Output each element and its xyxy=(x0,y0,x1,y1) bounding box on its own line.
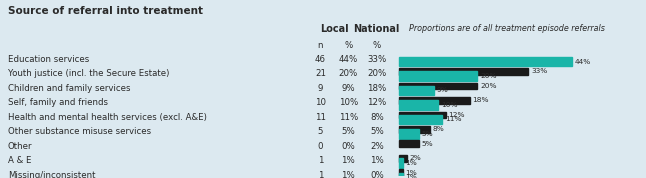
Text: 1: 1 xyxy=(318,171,323,178)
Text: 5: 5 xyxy=(318,127,323,136)
Text: A & E: A & E xyxy=(8,156,31,165)
Text: n: n xyxy=(318,41,323,50)
Text: 12%: 12% xyxy=(448,112,465,118)
Text: Other substance misuse services: Other substance misuse services xyxy=(8,127,151,136)
Text: Missing/inconsistent: Missing/inconsistent xyxy=(8,171,95,178)
Text: 2%: 2% xyxy=(410,155,421,161)
Text: Education services: Education services xyxy=(8,55,89,64)
Text: 33%: 33% xyxy=(531,68,547,74)
Text: Self, family and friends: Self, family and friends xyxy=(8,98,108,107)
Bar xyxy=(399,97,470,104)
Text: 1%: 1% xyxy=(342,171,355,178)
Text: 11: 11 xyxy=(315,113,326,122)
Bar xyxy=(399,172,403,178)
Text: 11%: 11% xyxy=(444,116,461,122)
Text: 1%: 1% xyxy=(406,160,417,166)
Text: %: % xyxy=(344,41,353,50)
Text: 20%: 20% xyxy=(480,83,497,89)
Text: 20%: 20% xyxy=(339,69,358,78)
Text: National: National xyxy=(353,24,400,34)
Text: 9%: 9% xyxy=(342,84,355,93)
Text: 0: 0 xyxy=(318,142,323,151)
Text: 12%: 12% xyxy=(367,98,386,107)
Bar xyxy=(399,83,477,89)
Bar xyxy=(399,68,528,75)
Text: 18%: 18% xyxy=(472,97,488,103)
Text: 20%: 20% xyxy=(367,69,386,78)
Text: 1: 1 xyxy=(318,156,323,165)
Text: 1%: 1% xyxy=(370,156,384,165)
Text: 10: 10 xyxy=(315,98,326,107)
Text: 10%: 10% xyxy=(339,98,358,107)
Text: 9%: 9% xyxy=(437,87,448,93)
Text: 5%: 5% xyxy=(421,131,433,137)
Text: 1%: 1% xyxy=(406,170,417,176)
Text: 2%: 2% xyxy=(370,142,384,151)
Text: 0%: 0% xyxy=(342,142,355,151)
Text: Children and family services: Children and family services xyxy=(8,84,130,93)
Text: 33%: 33% xyxy=(367,55,386,64)
Text: %: % xyxy=(373,41,381,50)
Bar xyxy=(399,126,430,133)
Text: 10%: 10% xyxy=(441,102,457,108)
Text: 46: 46 xyxy=(315,55,326,64)
Bar xyxy=(399,169,403,176)
Text: Health and mental health services (excl. A&E): Health and mental health services (excl.… xyxy=(8,113,207,122)
Text: 0%: 0% xyxy=(370,171,384,178)
Bar xyxy=(399,129,419,139)
Text: Source of referral into treatment: Source of referral into treatment xyxy=(8,6,203,16)
Text: 5%: 5% xyxy=(370,127,384,136)
Text: Other: Other xyxy=(8,142,32,151)
Text: Proportions are of all treatment episode referrals: Proportions are of all treatment episode… xyxy=(409,24,605,33)
Text: 5%: 5% xyxy=(421,141,433,147)
Text: 44%: 44% xyxy=(339,55,358,64)
Text: 8%: 8% xyxy=(433,126,444,132)
Bar xyxy=(399,57,572,66)
Text: 44%: 44% xyxy=(574,59,590,65)
Text: Local: Local xyxy=(320,24,349,34)
Text: 21: 21 xyxy=(315,69,326,78)
Text: 5%: 5% xyxy=(342,127,355,136)
Bar xyxy=(399,86,434,95)
Bar xyxy=(399,100,438,110)
Bar xyxy=(399,155,407,162)
Bar xyxy=(399,111,446,118)
Bar xyxy=(399,158,403,168)
Bar xyxy=(399,140,419,147)
Text: 18%: 18% xyxy=(367,84,386,93)
Bar xyxy=(399,71,477,81)
Bar xyxy=(399,115,442,124)
Text: 1%: 1% xyxy=(342,156,355,165)
Text: 1%: 1% xyxy=(406,174,417,178)
Text: 20%: 20% xyxy=(480,73,497,79)
Text: 8%: 8% xyxy=(370,113,384,122)
Text: 9: 9 xyxy=(318,84,323,93)
Text: Youth justice (incl. the Secure Estate): Youth justice (incl. the Secure Estate) xyxy=(8,69,169,78)
Text: 11%: 11% xyxy=(339,113,358,122)
